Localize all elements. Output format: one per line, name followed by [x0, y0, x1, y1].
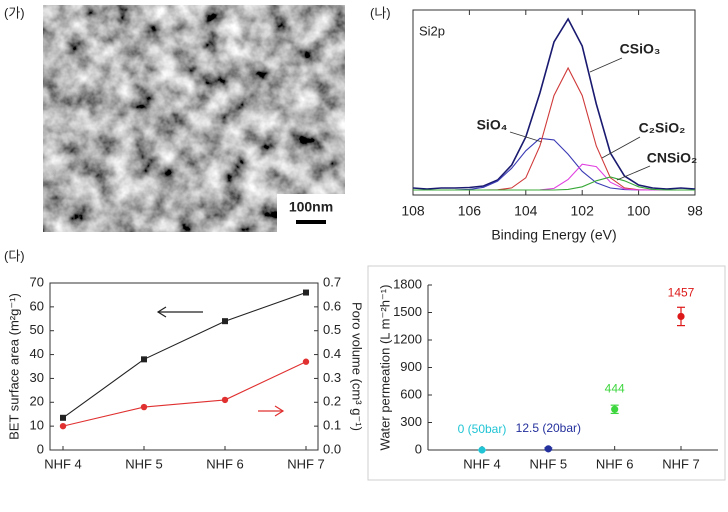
series-line: [62, 291, 307, 419]
x-tick-label: NHF 4: [463, 456, 501, 471]
leader-line: [601, 136, 641, 159]
series-line: [412, 17, 696, 190]
x-tick-label: NHF 6: [596, 456, 634, 471]
scale-bar-label: 100nm: [289, 199, 333, 215]
panel-border: [367, 265, 726, 481]
marker: [221, 396, 229, 404]
x-tick-label: 108: [401, 203, 425, 219]
x-tick-label: NHF 7: [287, 456, 325, 471]
marker: [303, 289, 309, 296]
leader-line: [616, 165, 651, 181]
marker: [141, 356, 147, 363]
panel-label: (가): [4, 5, 25, 20]
chart-title: Si2p: [419, 23, 445, 38]
x-tick-label: 106: [458, 203, 482, 219]
series-label: CSiO₃: [620, 41, 661, 57]
sem-image: 100nm: [43, 5, 345, 232]
series-label: C₂SiO₂: [639, 120, 686, 136]
axis-arrows: [156, 306, 285, 417]
scale-bar: [296, 220, 326, 224]
x-tick-label: 100: [627, 203, 651, 219]
x-tick-label: NHF 5: [530, 456, 568, 471]
series-line: [413, 176, 695, 191]
value-label: 1457: [668, 285, 695, 299]
y-tick-label: 1800: [393, 276, 422, 291]
point: [478, 446, 486, 454]
y-tick-label: 10: [30, 418, 44, 433]
marker: [140, 403, 148, 411]
value-label: 444: [605, 381, 625, 395]
panel-label: (다): [4, 248, 25, 263]
value-label: 12.5 (20bar): [516, 421, 581, 435]
marker: [60, 414, 66, 421]
series-label: SiO₄: [477, 117, 508, 133]
y2-tick-label: 0.7: [323, 274, 341, 289]
y2-tick-label: 0.4: [323, 346, 341, 361]
series-line: [62, 361, 307, 427]
y-tick-label: 50: [30, 322, 44, 337]
series-line: [413, 163, 695, 191]
y-tick-label: 900: [400, 359, 422, 374]
x-tick-label: NHF 6: [206, 456, 244, 471]
y-tick-label: 0: [37, 441, 44, 456]
plot-frame: [49, 282, 319, 451]
plot-frame: [412, 9, 696, 196]
marker: [302, 358, 310, 365]
y-tick-label: 70: [30, 274, 44, 289]
y2-tick-label: 0.2: [323, 394, 341, 409]
marker: [222, 318, 228, 325]
y2-tick-label: 0.3: [323, 370, 341, 385]
panel-label: (나): [370, 5, 391, 20]
leader-line: [509, 131, 543, 143]
arrow-head: [156, 306, 167, 318]
point: [677, 312, 685, 321]
x-tick-label: NHF 7: [662, 456, 700, 471]
y2-tick-label: 0.5: [323, 322, 341, 337]
y-tick-label: 20: [30, 394, 44, 409]
y-tick-label: 600: [400, 386, 422, 401]
y-tick-label: 1200: [393, 331, 422, 346]
y-tick-label: 40: [30, 346, 44, 361]
point: [611, 405, 619, 413]
y-tick-label: 30: [30, 370, 44, 385]
y2-axis-title: Poro volume (cm³ g⁻¹): [350, 302, 365, 431]
series-label: CNSiO₂: [647, 150, 698, 166]
y2-tick-label: 0.1: [323, 418, 341, 433]
x-tick-label: 104: [514, 203, 538, 219]
y2-tick-label: 0.0: [323, 441, 341, 456]
y-tick-label: 300: [400, 414, 422, 429]
value-label: 0 (50bar): [458, 422, 507, 436]
y-tick-label: 1500: [393, 304, 422, 319]
y2-tick-label: 0.6: [323, 298, 341, 313]
y-tick-label: 0: [415, 441, 422, 456]
y-axis-title: Water permeation (L m⁻²h⁻¹): [377, 285, 392, 451]
point: [544, 445, 552, 453]
x-tick-label: NHF 4: [44, 456, 82, 471]
x-tick-label: 102: [571, 203, 595, 219]
leader-line: [589, 57, 623, 73]
marker: [59, 422, 67, 430]
x-axis-title: Binding Energy (eV): [491, 227, 616, 243]
arrow-head: [274, 405, 285, 417]
x-tick-label: 98: [687, 203, 703, 219]
scale-bar-box: [277, 194, 345, 232]
y-tick-label: 60: [30, 298, 44, 313]
x-tick-label: NHF 5: [125, 456, 163, 471]
y-axis-title: BET surface area (m²g⁻¹): [6, 293, 21, 440]
